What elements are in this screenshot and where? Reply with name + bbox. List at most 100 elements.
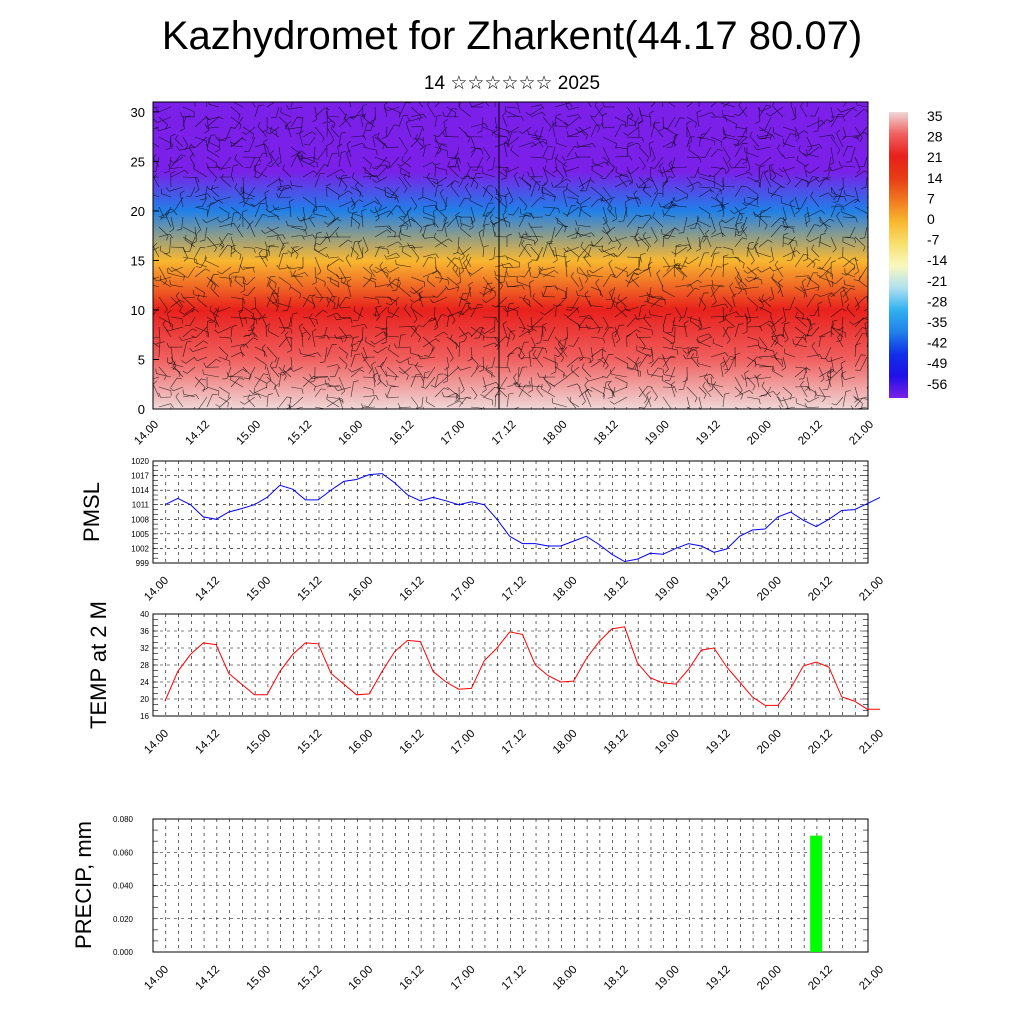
wind-barb-flag: [321, 138, 325, 143]
wind-barb-flag: [363, 414, 364, 419]
wind-barb-flag: [172, 365, 177, 370]
wind-barb: [278, 236, 285, 247]
wind-barb-flag: [613, 254, 619, 257]
wind-barb: [230, 351, 242, 358]
wind-barb: [578, 244, 590, 258]
y-tick-label: 1017: [131, 472, 149, 481]
wind-barb: [170, 216, 174, 230]
wind-barb: [746, 156, 751, 170]
wind-barb-flag: [829, 370, 834, 374]
wind-barb: [377, 306, 388, 317]
wind-barb-flag: [566, 309, 572, 311]
wind-barb-flag: [555, 285, 558, 291]
wind-barb: [242, 246, 255, 249]
wind-barb-flag: [509, 352, 515, 355]
wind-barb-flag: [556, 113, 562, 116]
wind-barb-flag: [316, 231, 322, 234]
wind-barb-flag: [772, 366, 775, 372]
wind-barb-flag: [278, 373, 284, 376]
wind-barb: [278, 303, 292, 308]
wind-barb: [230, 236, 236, 251]
wind-barb-flag: [703, 394, 707, 399]
wind-barb: [710, 102, 717, 108]
wind-barb: [434, 146, 448, 152]
wind-barb-flag: [844, 196, 847, 202]
wind-barb-flag: [853, 279, 859, 281]
wind-barb: [506, 306, 520, 313]
wind-barb: [195, 136, 208, 148]
wind-barb: [626, 196, 640, 200]
wind-barb: [424, 236, 436, 239]
wind-barb: [338, 356, 348, 365]
wind-barb: [710, 266, 718, 278]
x-tick-label: 15.00: [244, 575, 273, 604]
wind-barb: [284, 334, 292, 348]
wind-barb: [446, 306, 456, 321]
wind-barb: [386, 241, 399, 248]
wind-barb: [194, 247, 201, 258]
wind-barb: [184, 306, 196, 315]
wind-barb-flag: [761, 294, 764, 300]
wind-barb: [650, 297, 662, 308]
wind-barb: [458, 342, 460, 358]
wind-barb-flag: [530, 212, 533, 218]
wind-barb: [842, 256, 856, 266]
wind-barb: [410, 286, 422, 297]
wind-barb-flag: [687, 140, 693, 145]
wind-barb-flag: [577, 383, 581, 388]
wind-barb: [198, 396, 208, 409]
wind-barb: [218, 233, 228, 248]
wind-barb-flag: [410, 218, 416, 223]
wind-barb-flag: [535, 342, 541, 344]
wind-barb: [650, 296, 665, 300]
wind-barb: [830, 114, 839, 128]
wind-barb-flag: [155, 126, 160, 132]
wind-barb: [482, 396, 493, 401]
wind-barb: [218, 386, 230, 394]
wind-barb: [373, 206, 388, 214]
wind-barb: [362, 166, 372, 176]
wind-barb: [602, 327, 610, 338]
wind-barb-flag: [312, 328, 317, 333]
wind-barb-flag: [777, 396, 782, 402]
wind-barb: [290, 356, 293, 369]
wind-barb: [218, 136, 232, 141]
wind-barb: [594, 236, 604, 247]
wind-barb: [482, 406, 486, 409]
wind-barb-flag: [194, 189, 200, 193]
wind-barb-flag: [268, 160, 273, 165]
wind-barb: [686, 156, 700, 159]
wind-barb: [482, 366, 493, 374]
wind-barb: [558, 346, 568, 357]
wind-barb: [350, 142, 363, 148]
wind-barb: [638, 336, 646, 347]
wind-barb: [530, 197, 541, 208]
wind-barb: [340, 281, 352, 288]
wind-barb-flag: [776, 391, 781, 396]
wind-barb: [590, 286, 601, 291]
wind-barb: [602, 253, 614, 258]
wind-barb: [189, 236, 196, 252]
wind-barb-flag: [744, 278, 749, 283]
wind-barb: [668, 164, 676, 178]
wind-barb: [374, 206, 380, 218]
wind-barb-flag: [769, 259, 774, 263]
wind-barb-flag: [724, 168, 727, 174]
wind-barb-flag: [702, 238, 707, 243]
wind-barb: [266, 293, 273, 308]
wind-barb: [758, 172, 763, 188]
wind-barb: [398, 244, 413, 248]
wind-barb: [350, 369, 360, 378]
wind-barb-flag: [782, 334, 786, 339]
wind-barb: [579, 326, 592, 328]
wind-barb-flag: [329, 276, 332, 282]
wind-barb-flag: [175, 392, 179, 398]
wind-barb-flag: [401, 224, 407, 227]
wind-barb: [609, 292, 616, 308]
x-tick-label: 14.00: [142, 964, 171, 993]
wind-barb-flag: [634, 122, 637, 128]
wind-barb-flag: [663, 237, 669, 239]
wind-barb: [230, 379, 244, 388]
wind-barb-flag: [327, 382, 332, 388]
wind-barb: [520, 213, 532, 218]
